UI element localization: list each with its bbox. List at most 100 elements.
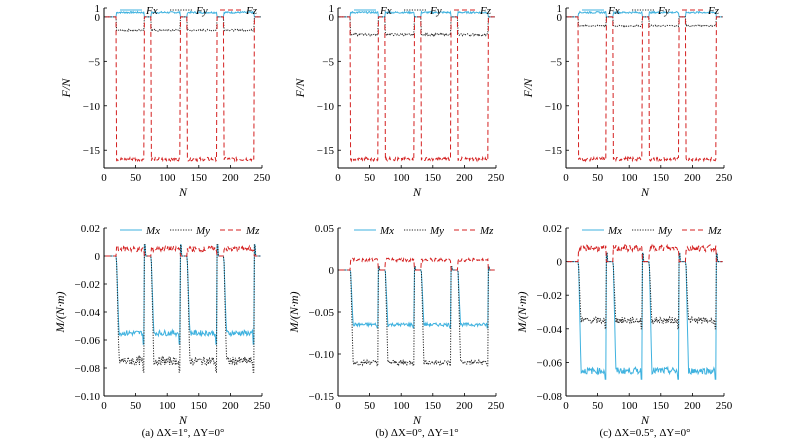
x-tick-label: 50 xyxy=(130,172,142,184)
x-tick-label: 0 xyxy=(101,400,107,412)
series-line-Fx xyxy=(339,10,495,18)
legend-label-Mx: Mx xyxy=(379,225,394,237)
legend: Mx My Mz xyxy=(582,225,722,237)
y-tick-label: 0 xyxy=(557,12,563,24)
series-line-Fy xyxy=(339,16,495,38)
legend: Mx My Mz xyxy=(354,225,494,237)
series-line-Fy xyxy=(105,16,261,33)
y-tick-label: 0.02 xyxy=(81,223,100,235)
legend: Mx My Mz xyxy=(120,225,260,237)
y-tick-label: −0.04 xyxy=(75,307,101,319)
x-tick-label: 50 xyxy=(592,400,604,412)
series-line-Mx xyxy=(339,266,495,329)
x-tick-label: 250 xyxy=(716,172,733,184)
legend: Fx Fy Fz xyxy=(354,5,492,17)
y-axis-label: M/(N·m) xyxy=(53,292,67,334)
y-tick-label: −0.10 xyxy=(75,391,101,403)
x-tick-label: 250 xyxy=(254,172,271,184)
legend-label-Fy: Fy xyxy=(429,5,442,17)
y-tick-label: −10 xyxy=(83,101,101,113)
x-tick-label: 0 xyxy=(101,172,107,184)
x-tick-label: 100 xyxy=(393,172,410,184)
y-tick-label: 1 xyxy=(95,3,101,15)
legend-label-My: My xyxy=(195,225,210,237)
y-tick-label: −15 xyxy=(545,145,563,157)
x-tick-label: 100 xyxy=(159,400,176,412)
legend-label-Fx: Fx xyxy=(607,5,620,17)
y-tick-label: 0 xyxy=(95,251,101,263)
y-axis-label: F/N xyxy=(293,78,307,99)
y-axis-label: M/(N·m) xyxy=(515,292,529,334)
x-tick-label: 200 xyxy=(222,400,239,412)
x-tick-label: 0 xyxy=(335,400,341,412)
x-tick-label: 0 xyxy=(563,400,569,412)
x-tick-label: 250 xyxy=(254,400,271,412)
y-axis-label: M/(N·m) xyxy=(287,292,301,334)
series-line-Mz xyxy=(339,256,495,271)
x-tick-label: 200 xyxy=(222,172,239,184)
y-tick-label: −5 xyxy=(322,56,334,68)
x-tick-label: 100 xyxy=(393,400,410,412)
x-tick-label: 50 xyxy=(364,400,376,412)
legend-label-Fx: Fx xyxy=(145,5,158,17)
x-tick-label: 0 xyxy=(335,172,341,184)
y-tick-label: 0.05 xyxy=(315,223,335,235)
y-tick-label: 0 xyxy=(557,257,563,269)
series-line-Mx xyxy=(567,252,723,380)
x-tick-label: 100 xyxy=(621,172,638,184)
x-tick-label: 150 xyxy=(425,172,442,184)
x-axis-label: N xyxy=(412,185,422,199)
legend-label-Mz: Mz xyxy=(479,225,494,237)
x-tick-label: 200 xyxy=(456,400,473,412)
y-tick-label: −0.08 xyxy=(75,363,101,375)
legend-label-Fz: Fz xyxy=(707,5,720,17)
panel-caption: (c) ΔX=0.5°, ΔY=0° xyxy=(600,427,691,439)
legend-label-My: My xyxy=(657,225,672,237)
series-line-Mz xyxy=(567,243,723,263)
x-tick-label: 200 xyxy=(684,400,701,412)
y-tick-label: −0.02 xyxy=(537,290,562,302)
y-tick-label: −0.06 xyxy=(537,357,563,369)
series-line-Fz xyxy=(567,16,723,163)
series-line-My xyxy=(339,266,495,367)
x-tick-label: 150 xyxy=(191,400,208,412)
x-tick-label: 250 xyxy=(716,400,733,412)
x-tick-label: 150 xyxy=(653,172,670,184)
x-axis-label: N xyxy=(640,185,650,199)
y-tick-label: −10 xyxy=(317,101,335,113)
chart-b-moment: 0 50 100 150 200 250 0.05 0 −0.05 −0.10 −0.15 N M/(N… xyxy=(287,223,505,427)
x-tick-label: 150 xyxy=(653,400,670,412)
y-tick-label: 0 xyxy=(95,12,101,24)
y-axis-label: F/N xyxy=(521,78,535,99)
x-tick-label: 100 xyxy=(159,172,176,184)
legend-label-Fy: Fy xyxy=(195,5,208,17)
legend-label-Fx: Fx xyxy=(379,5,392,17)
y-tick-label: −5 xyxy=(88,56,100,68)
legend-label-My: My xyxy=(429,225,444,237)
x-tick-label: 200 xyxy=(456,172,473,184)
y-tick-label: −15 xyxy=(83,145,101,157)
x-tick-label: 150 xyxy=(191,172,208,184)
y-tick-label: −0.08 xyxy=(537,391,563,403)
series-line-Fx xyxy=(567,10,723,18)
series-line-Fx xyxy=(105,9,261,18)
series-line-Fz xyxy=(105,16,261,163)
y-tick-label: −0.02 xyxy=(75,279,100,291)
y-tick-label: −0.04 xyxy=(537,324,563,336)
series-line-My xyxy=(567,252,723,330)
y-tick-label: 1 xyxy=(557,3,563,15)
y-tick-label: 1 xyxy=(329,3,335,15)
legend-label-Fy: Fy xyxy=(657,5,670,17)
legend: Fx Fy Fz xyxy=(582,5,720,17)
legend-label-Fz: Fz xyxy=(479,5,492,17)
x-axis-label: N xyxy=(178,413,188,427)
panel-caption: (b) ΔX=0°, ΔY=1° xyxy=(375,427,458,439)
y-tick-label: −0.10 xyxy=(309,349,335,361)
x-tick-label: 200 xyxy=(684,172,701,184)
chart-a-moment: 0 50 100 150 200 250 0.02 0 −0.02 −0.04 −0.06 −0.08… xyxy=(53,223,271,427)
legend-label-Mx: Mx xyxy=(607,225,622,237)
series-line-Fz xyxy=(339,16,495,163)
